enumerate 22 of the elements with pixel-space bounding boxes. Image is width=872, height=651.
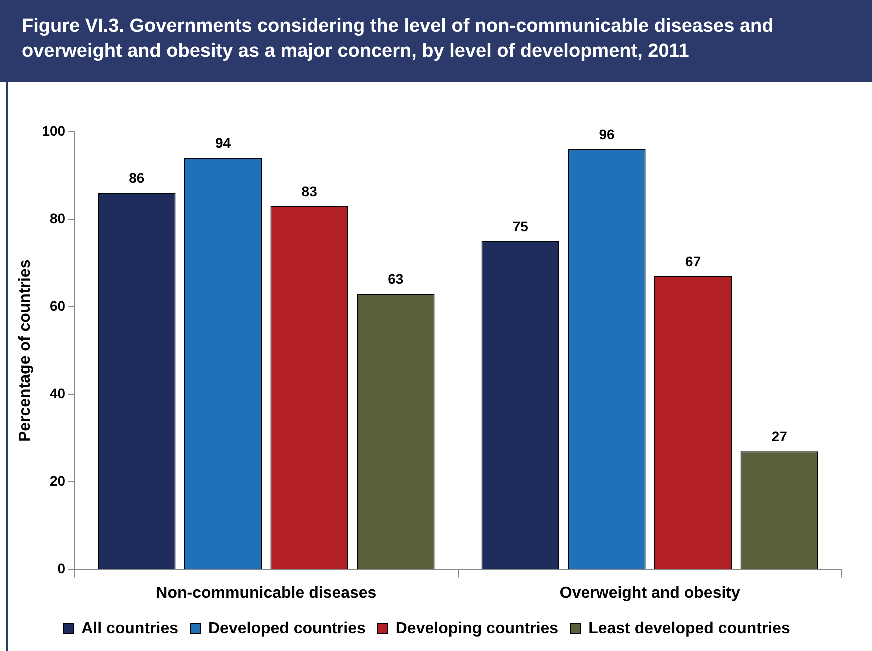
- x-tick-label: Non-communicable diseases: [156, 584, 377, 602]
- legend-label: All countries: [82, 620, 179, 638]
- data-label: 27: [772, 428, 788, 444]
- data-label: 94: [215, 135, 232, 152]
- chart-title: Figure VI.3. Governments considering the level of non-communicable diseases and overweight and obesity as a major concern, by level of development, 2011: [0, 0, 872, 82]
- legend-label: Developed countries: [208, 620, 366, 638]
- y-axis-title: Percentage of countries: [17, 260, 34, 442]
- data-label: 67: [686, 253, 702, 270]
- data-label: 75: [512, 218, 529, 234]
- y-tick-label: 60: [50, 298, 66, 314]
- legend-label: Developing countries: [396, 620, 559, 638]
- y-tick-label: 80: [50, 210, 66, 226]
- x-tick-label: Overweight and obesity: [560, 584, 740, 602]
- y-tick-label: 40: [50, 386, 66, 402]
- y-tick-label: 20: [50, 473, 66, 490]
- data-label: 83: [302, 183, 318, 200]
- y-tick-label: 100: [42, 122, 66, 139]
- data-label: 86: [129, 170, 145, 186]
- data-label: 96: [599, 126, 615, 142]
- legend-label: Least developed countries: [588, 620, 791, 638]
- y-tick-label: 0: [58, 560, 66, 577]
- data-label: 63: [388, 270, 404, 287]
